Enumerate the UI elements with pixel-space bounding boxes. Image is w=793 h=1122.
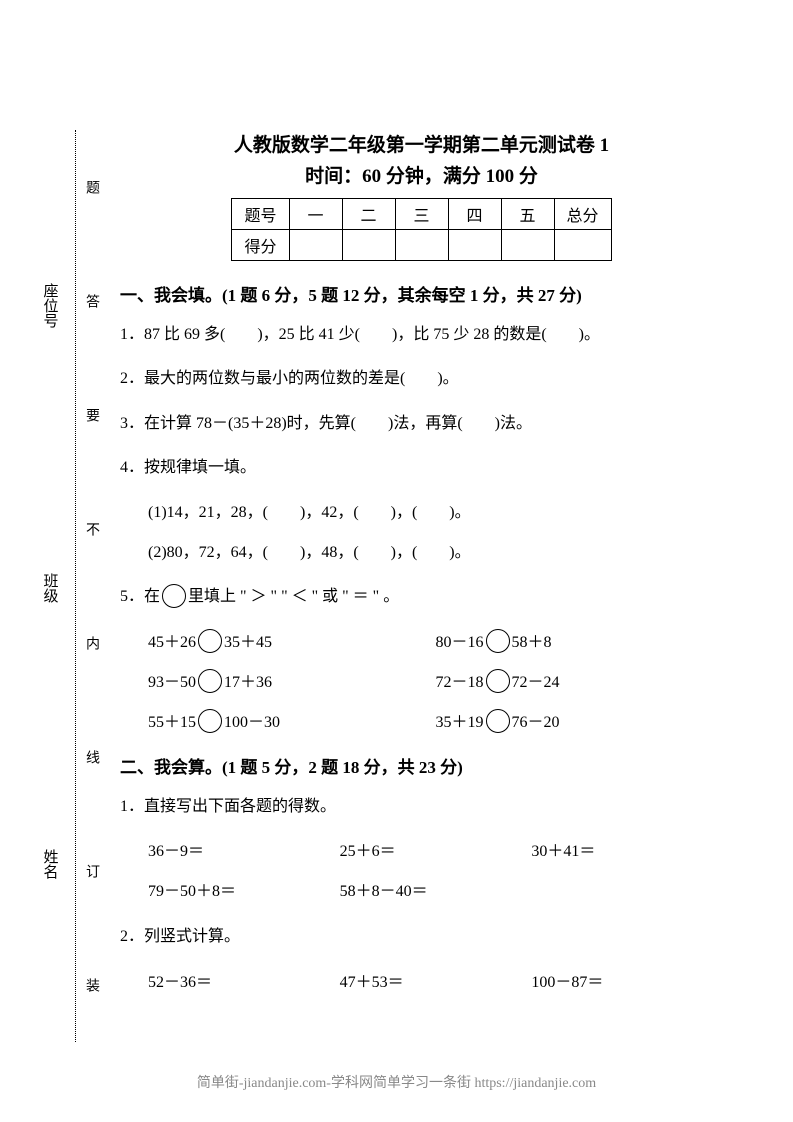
expr: 17＋36 bbox=[224, 674, 272, 691]
question-text: 5．在 bbox=[120, 588, 160, 605]
page-footer: 简单街-jiandanjie.com-学科网简单学习一条街 https://ji… bbox=[0, 1072, 793, 1092]
question: 3．在计算 78－(35＋28)时，先算( )法，再算( )法。 bbox=[120, 409, 723, 439]
section-heading: 二、我会算。(1 题 5 分，2 题 18 分，共 23 分) bbox=[120, 753, 723, 778]
table-cell bbox=[395, 230, 448, 261]
expr: 76－20 bbox=[512, 714, 560, 731]
question: 5．在 里填上 " ＞ " " ＜ " 或 " ＝ " 。 bbox=[120, 582, 723, 612]
circle-icon bbox=[486, 709, 510, 733]
calc-cell: 58＋8－40＝ bbox=[340, 876, 532, 908]
expr: 58＋8 bbox=[512, 634, 552, 651]
page-content: 人教版数学二年级第一学期第二单元测试卷 1 时间：60 分钟，满分 100 分 … bbox=[0, 0, 793, 1122]
table-cell: 四 bbox=[448, 199, 501, 230]
calc-cell bbox=[531, 876, 723, 908]
circle-icon bbox=[162, 584, 186, 608]
circle-icon bbox=[198, 709, 222, 733]
expr: 55＋15 bbox=[148, 714, 196, 731]
expr: 80－16 bbox=[436, 634, 484, 651]
table-cell bbox=[289, 230, 342, 261]
expr: 35＋19 bbox=[436, 714, 484, 731]
calc-cell: 79－50＋8＝ bbox=[148, 876, 340, 908]
table-cell: 得分 bbox=[232, 230, 289, 261]
table-cell bbox=[554, 230, 611, 261]
sub-question: (1)14，21，28，( )，42，( )，( )。 bbox=[148, 498, 723, 528]
table-cell: 一 bbox=[289, 199, 342, 230]
question: 1．87 比 69 多( )，25 比 41 少( )，比 75 少 28 的数… bbox=[120, 320, 723, 350]
calc-cell: 47＋53＝ bbox=[340, 967, 532, 999]
calc-row: 36－9＝ 25＋6＝ 30＋41＝ bbox=[148, 836, 723, 868]
question: 1．直接写出下面各题的得数。 bbox=[120, 792, 723, 822]
circle-icon bbox=[198, 669, 222, 693]
calc-cell: 25＋6＝ bbox=[340, 836, 532, 868]
table-cell: 三 bbox=[395, 199, 448, 230]
score-table: 题号 一 二 三 四 五 总分 得分 bbox=[231, 198, 611, 261]
calc-cell: 36－9＝ bbox=[148, 836, 340, 868]
circle-icon bbox=[486, 669, 510, 693]
table-cell bbox=[448, 230, 501, 261]
compare-cell: 55＋15 100－30 bbox=[148, 707, 436, 739]
exam-title: 人教版数学二年级第一学期第二单元测试卷 1 bbox=[120, 130, 723, 157]
section-heading: 一、我会填。(1 题 6 分，5 题 12 分，其余每空 1 分，共 27 分) bbox=[120, 281, 723, 306]
expr: 72－18 bbox=[436, 674, 484, 691]
expr: 35＋45 bbox=[224, 634, 272, 651]
table-cell bbox=[342, 230, 395, 261]
question: 2．列竖式计算。 bbox=[120, 922, 723, 952]
expr: 93－50 bbox=[148, 674, 196, 691]
calc-cell: 52－36＝ bbox=[148, 967, 340, 999]
calc-cell: 30＋41＝ bbox=[531, 836, 723, 868]
question: 2．最大的两位数与最小的两位数的差是( )。 bbox=[120, 364, 723, 394]
circle-icon bbox=[198, 629, 222, 653]
expr: 45＋26 bbox=[148, 634, 196, 651]
exam-subtitle: 时间：60 分钟，满分 100 分 bbox=[120, 161, 723, 188]
table-cell bbox=[501, 230, 554, 261]
table-row: 得分 bbox=[232, 230, 611, 261]
compare-cell: 80－16 58＋8 bbox=[436, 627, 724, 659]
calc-row: 52－36＝ 47＋53＝ 100－87＝ bbox=[148, 967, 723, 999]
compare-cell: 93－50 17＋36 bbox=[148, 667, 436, 699]
circle-icon bbox=[486, 629, 510, 653]
question-text: 里填上 " ＞ " " ＜ " 或 " ＝ " 。 bbox=[188, 588, 399, 605]
expr: 100－30 bbox=[224, 714, 280, 731]
calc-row: 79－50＋8＝ 58＋8－40＝ bbox=[148, 876, 723, 908]
table-row: 题号 一 二 三 四 五 总分 bbox=[232, 199, 611, 230]
compare-row: 45＋26 35＋45 80－16 58＋8 bbox=[148, 627, 723, 659]
expr: 72－24 bbox=[512, 674, 560, 691]
compare-cell: 35＋19 76－20 bbox=[436, 707, 724, 739]
compare-row: 93－50 17＋36 72－18 72－24 bbox=[148, 667, 723, 699]
table-cell: 五 bbox=[501, 199, 554, 230]
compare-cell: 72－18 72－24 bbox=[436, 667, 724, 699]
question: 4．按规律填一填。 bbox=[120, 453, 723, 483]
table-cell: 题号 bbox=[232, 199, 289, 230]
table-cell: 二 bbox=[342, 199, 395, 230]
calc-cell: 100－87＝ bbox=[531, 967, 723, 999]
compare-row: 55＋15 100－30 35＋19 76－20 bbox=[148, 707, 723, 739]
compare-cell: 45＋26 35＋45 bbox=[148, 627, 436, 659]
sub-question: (2)80，72，64，( )，48，( )，( )。 bbox=[148, 538, 723, 568]
table-cell: 总分 bbox=[554, 199, 611, 230]
